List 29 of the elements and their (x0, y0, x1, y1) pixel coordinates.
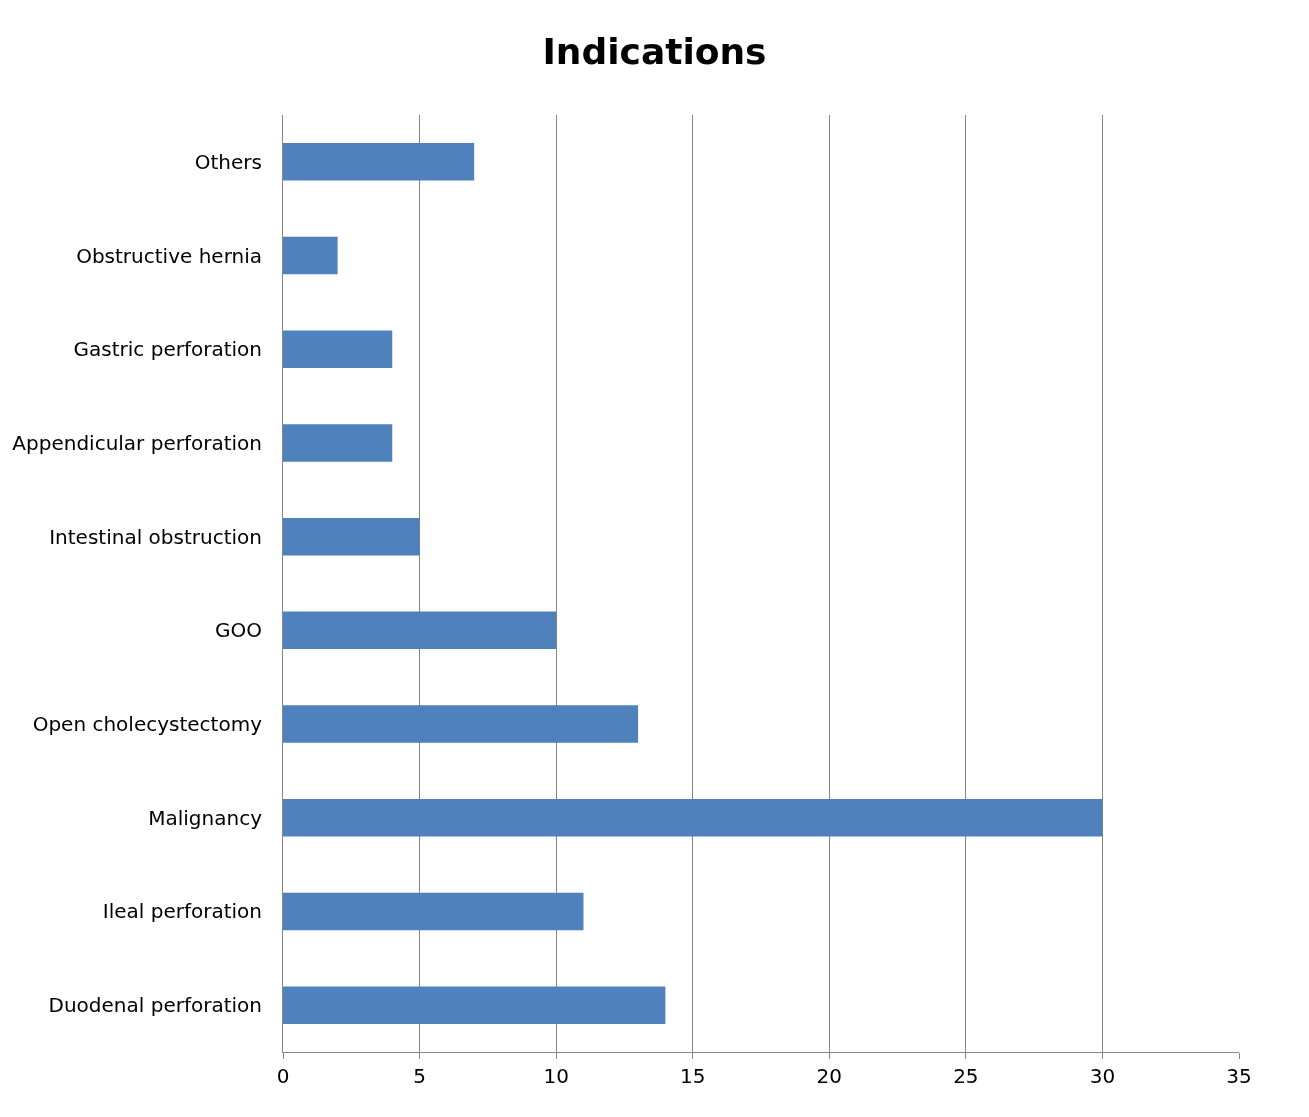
bar (283, 424, 393, 462)
y-tick-label: Gastric perforation (73, 337, 262, 362)
y-tick-label: Appendicular perforation (12, 430, 262, 455)
y-tick-label: Duodenal perforation (48, 993, 262, 1018)
y-tick-label: Intestinal obstruction (49, 524, 262, 549)
y-tick-label: Obstructive hernia (76, 243, 262, 268)
x-tick-label: 25 (953, 1064, 979, 1088)
bar (283, 143, 475, 181)
chart-title: Indications (542, 31, 767, 73)
x-tick-label: 35 (1226, 1064, 1252, 1088)
x-tick-label: 30 (1089, 1064, 1116, 1088)
y-tick-label: Open cholecystectomy (32, 712, 263, 737)
y-tick-label: Malignancy (148, 805, 263, 830)
bar (283, 330, 393, 368)
bar (283, 799, 1103, 837)
bar (283, 236, 338, 275)
x-tick-label: 10 (543, 1064, 569, 1088)
bar (283, 986, 666, 1024)
bar (283, 611, 557, 650)
y-tick-label: Others (194, 149, 262, 174)
y-tick-label: Ileal perforation (102, 899, 262, 924)
x-tick-label: 15 (679, 1064, 706, 1088)
x-tick-label: 5 (413, 1064, 426, 1088)
bar (283, 705, 639, 743)
y-tick-label: GOO (215, 618, 262, 643)
x-tick-label: 0 (276, 1064, 290, 1088)
x-tick-label: 20 (816, 1064, 843, 1088)
bar (283, 517, 420, 556)
bar (283, 892, 584, 931)
